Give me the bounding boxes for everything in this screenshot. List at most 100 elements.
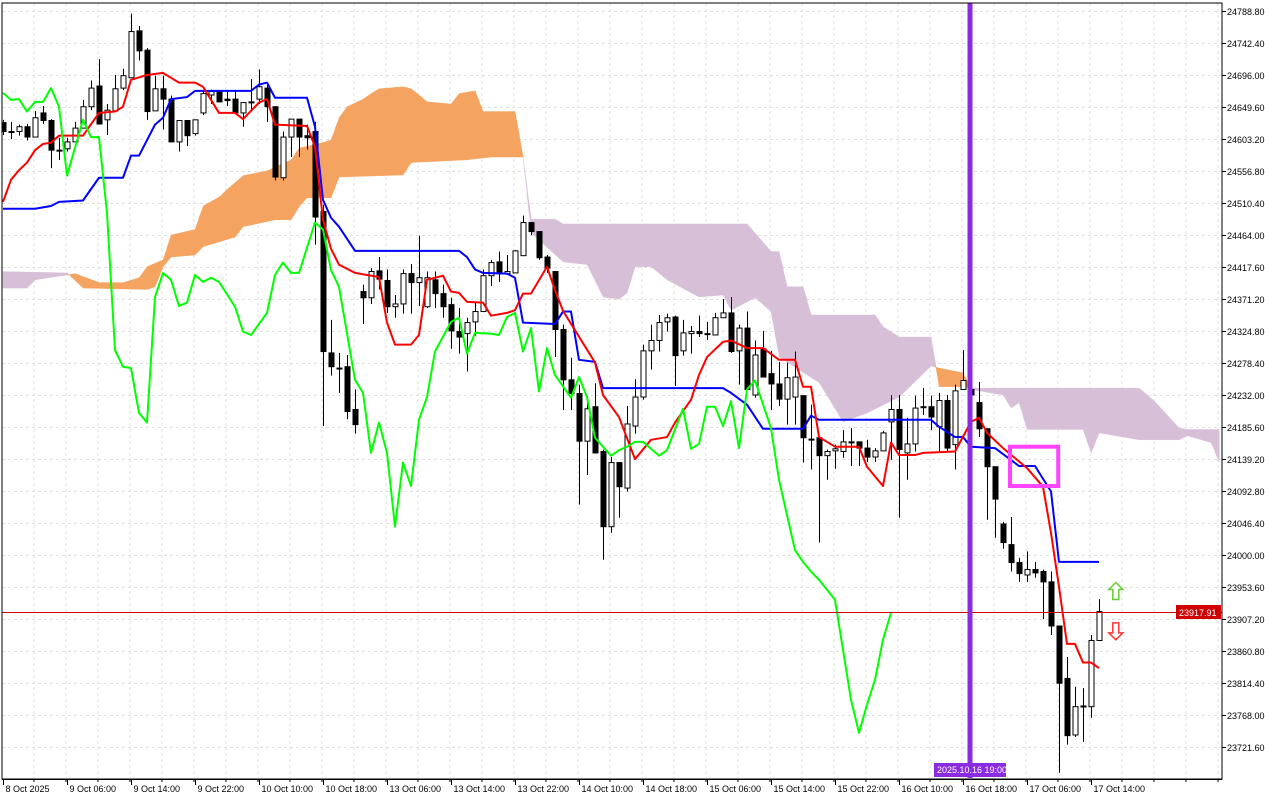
candle: [24, 123, 31, 141]
candle-body-bearish: [928, 406, 935, 418]
cloud-segment: [650, 223, 656, 271]
cloud-segment: [434, 102, 440, 162]
candle: [224, 91, 231, 107]
cloud-segment: [302, 146, 308, 203]
candle: [600, 449, 607, 560]
price-tick-label: 24464.00: [1227, 231, 1265, 241]
time-axis[interactable]: 8 Oct 2025 9 Oct 06:00 9 Oct 14:00 9 Oct 22…: [2, 779, 1222, 794]
candle-body-bearish: [432, 279, 439, 295]
cloud-segment: [1166, 414, 1172, 441]
candle-body-bearish: [352, 408, 359, 426]
cloud-segment: [1010, 387, 1016, 409]
price-tick-label: 24417.60: [1227, 263, 1265, 273]
candle: [1048, 571, 1055, 635]
candle: [576, 384, 583, 505]
price-axis[interactable]: 24788.80 24742.40 24696.00 24649.60 24603.20…: [1222, 7, 1265, 753]
cloud-segment: [674, 223, 680, 287]
cloud-segment: [982, 387, 988, 393]
chart-objects[interactable]: [2, 3, 1222, 778]
grid: [2, 3, 1222, 778]
cloud-segment: [298, 146, 304, 208]
price-tick-label: 24788.80: [1227, 7, 1265, 17]
cloud-segment: [990, 387, 996, 394]
candle: [88, 80, 95, 111]
cloud-segment: [498, 111, 504, 158]
candle-body-bullish: [640, 350, 647, 398]
candle-body-bearish: [896, 408, 903, 450]
candle-body-bearish: [672, 316, 679, 357]
candle-body-bullish: [248, 101, 255, 104]
cloud-segment: [562, 223, 568, 263]
cloud-segment: [346, 104, 352, 178]
candle-body-bullish: [880, 432, 887, 452]
candle: [1080, 688, 1087, 742]
rectangle-object[interactable]: [1008, 444, 1061, 489]
cloud-segment: [234, 178, 240, 238]
candle: [992, 466, 999, 538]
cloud-segment: [702, 223, 708, 297]
arrow-up-icon[interactable]: [1106, 581, 1125, 601]
candle-body-bullish: [288, 118, 295, 138]
cloud-segment: [1038, 387, 1044, 430]
candle: [536, 231, 543, 260]
cloud-segment: [58, 272, 64, 277]
cloud-segment: [906, 336, 912, 390]
candle-body-bullish: [8, 131, 15, 134]
indicator-lines: [2, 71, 1100, 734]
candle-body-bearish: [848, 441, 855, 444]
price-tick-label: 24510.40: [1227, 199, 1265, 209]
cloud-segment: [1118, 387, 1124, 438]
candle-body-bearish: [576, 393, 583, 442]
candle: [920, 388, 927, 415]
candle: [16, 124, 23, 136]
cloud-segment: [642, 223, 648, 267]
candle-body-bearish: [136, 30, 143, 52]
candle-body-bullish: [784, 377, 791, 400]
candle: [408, 263, 415, 314]
cloud-segment: [410, 88, 416, 163]
candle: [472, 301, 479, 336]
cloud-segment: [554, 218, 560, 259]
cloud-segment: [570, 223, 576, 264]
cloud-segment: [466, 91, 472, 161]
cloud-segment: [334, 117, 340, 188]
cloud-segment: [814, 314, 820, 383]
candle-body-bullish: [464, 322, 471, 335]
cloud-segment: [762, 241, 768, 309]
cloud-segment: [442, 103, 448, 162]
cloud-segment: [822, 314, 828, 397]
price-tick-label: 24742.40: [1227, 39, 1265, 49]
time-tick-label: 14 Oct 10:00: [582, 784, 634, 794]
cloud-segment: [1170, 418, 1176, 441]
candle: [712, 312, 719, 336]
cloud-segment: [1030, 387, 1036, 430]
cloud-segment: [102, 282, 108, 289]
candle-body-bullish: [472, 311, 479, 323]
cloud-segment: [430, 102, 436, 162]
cloud-segment: [682, 223, 688, 291]
chikou-span-line: [2, 87, 892, 734]
cloud-segment: [266, 168, 272, 222]
cloud-segment: [1126, 387, 1132, 439]
cloud-segment: [2, 271, 8, 289]
plot-area[interactable]: [1, 3, 1222, 778]
price-tick-label: 23907.20: [1227, 615, 1265, 625]
candle-body-bullish: [720, 312, 727, 319]
candle-body-bearish: [768, 373, 775, 385]
cloud-segment: [726, 223, 732, 311]
candle: [688, 326, 695, 354]
price-tick-label: 24139.20: [1227, 455, 1265, 465]
candle: [416, 235, 423, 307]
cloud-segment: [918, 336, 924, 379]
arrow-down-icon[interactable]: [1106, 622, 1125, 641]
candle: [2, 119, 7, 135]
candle: [912, 395, 919, 452]
candle: [320, 204, 327, 427]
cloud-segment: [250, 173, 256, 226]
candle-body-bearish: [568, 379, 575, 395]
candle-body-bullish: [1096, 611, 1103, 641]
candle: [136, 26, 143, 61]
candle: [344, 354, 351, 420]
cloud-segment: [242, 174, 248, 227]
